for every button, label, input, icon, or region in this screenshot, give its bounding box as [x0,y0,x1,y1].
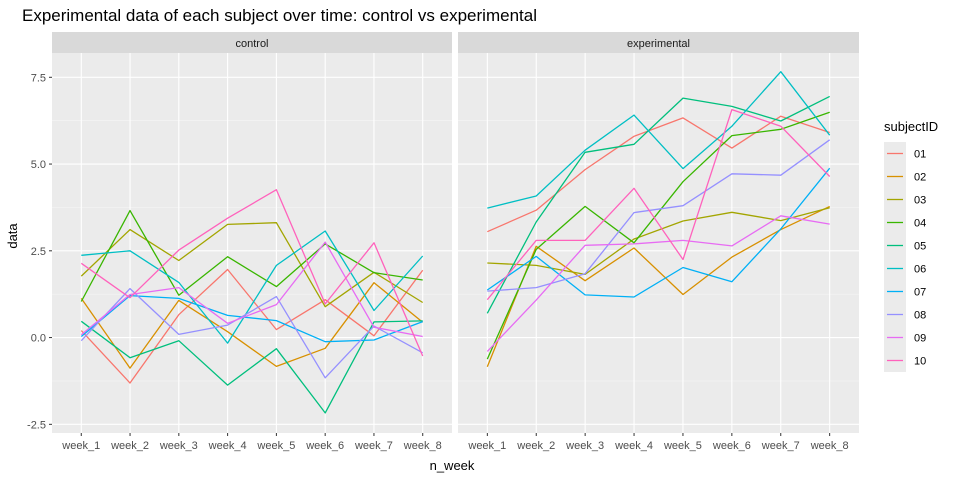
facet-strip [458,32,859,53]
series-line-03 [80,222,424,308]
y-axis-title: data [5,223,20,249]
y-tick-label: 2.5 [31,246,46,258]
series-lines [486,71,831,367]
x-tick-label: week_3 [159,440,198,452]
x-tick-label: week_6 [305,440,344,452]
legend-label: 05 [914,241,926,253]
legend-title: subjectID [884,119,938,134]
x-tick-label: week_5 [663,440,702,452]
legend-item-07: 07 [884,280,926,303]
series-line-10 [486,108,831,301]
series-line-08 [487,139,831,292]
legend-item-06: 06 [884,257,926,280]
facet-panel-experimental: experimental week_1 week_2 week_3 week_4 week… [458,32,859,452]
facet-strip [52,32,452,53]
panel-background [52,53,452,433]
x-tick-label: week_7 [761,440,800,452]
facet-panels: control week_1 week_2 week_3 week_4 week_5 wee… [52,32,859,452]
legend-item-05: 05 [884,234,926,257]
legend-item-09: 09 [884,326,926,349]
facet-strip-label: experimental [627,38,690,50]
x-tick-label: week_7 [354,440,393,452]
series-line-07 [486,167,831,298]
series-line-02 [80,282,424,369]
legend: subjectID 01 02 03 04 05 06 07 08 09 10 [884,119,938,372]
legend-item-02: 02 [884,165,926,188]
legend-label: 06 [914,264,926,276]
series-line-03 [487,207,830,276]
series-line-09 [80,241,423,338]
x-tick-label: week_2 [516,440,555,452]
facet-strip-label: control [235,38,268,50]
legend-label: 08 [914,310,926,322]
legend-label: 04 [914,218,926,230]
x-tick-label: week_8 [810,440,849,452]
series-line-09 [486,215,830,352]
series-line-01 [487,115,830,233]
facet-panel-control: control week_1 week_2 week_3 week_4 week_5 wee… [52,32,452,452]
series-line-05 [80,320,423,414]
legend-item-08: 08 [884,303,926,326]
legend-label: 01 [914,149,926,161]
y-tick-label: -2.5 [27,419,46,431]
series-line-04 [80,209,423,302]
legend-label: 02 [914,172,926,184]
legend-label: 07 [914,287,926,299]
series-line-06 [81,230,424,344]
y-tick-label: 0.0 [31,333,46,345]
legend-label: 03 [914,195,926,207]
series-line-08 [80,287,424,379]
series-line-06 [487,71,831,209]
series-line-01 [80,268,424,384]
x-tick-label: week_1 [61,440,100,452]
y-tick-label: 7.5 [31,72,46,84]
x-tick-label: week_6 [712,440,751,452]
series-line-04 [486,111,830,360]
x-tick-label: week_5 [256,440,295,452]
series-line-05 [486,95,830,314]
legend-item-03: 03 [884,188,926,211]
x-tick-label: week_8 [403,440,442,452]
y-tick-label: 5.0 [31,159,46,171]
legend-item-01: 01 [884,142,926,165]
x-tick-label: week_4 [208,440,247,452]
panel-background [458,53,859,433]
legend-label: 09 [914,333,926,345]
x-tick-label: week_3 [565,440,604,452]
series-lines [80,189,424,414]
legend-label: 10 [914,356,926,368]
y-axis: -2.5 0.0 2.5 5.0 7.5 [27,72,52,431]
x-tick-label: week_4 [614,440,653,452]
legend-item-10: 10 [884,349,926,372]
series-line-02 [486,205,830,367]
x-tick-label: week_2 [110,440,149,452]
legend-item-04: 04 [884,211,926,234]
x-axis-title: n_week [430,458,475,473]
chart-title: Experimental data of each subject over t… [22,6,537,25]
x-tick-label: week_1 [467,440,506,452]
series-line-10 [80,189,424,357]
